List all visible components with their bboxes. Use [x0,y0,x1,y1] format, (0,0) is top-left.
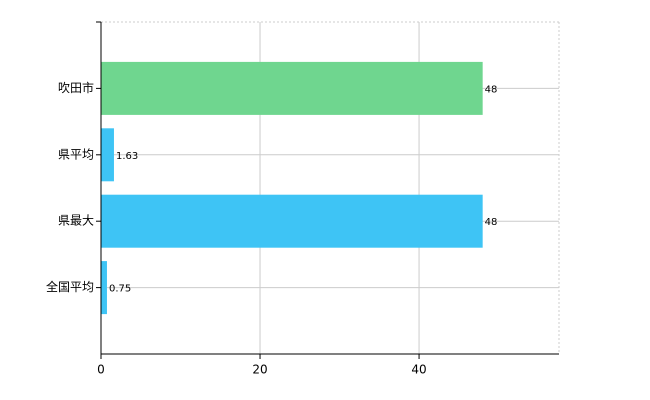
x-tick-label: 40 [411,363,426,377]
x-tick-label: 0 [97,363,105,377]
bar [101,61,483,115]
value-label: 48 [485,217,498,228]
bar [101,128,114,182]
y-tick-label: 県平均 [58,147,94,161]
value-label: 1.63 [116,151,138,162]
x-tick-label: 20 [252,363,267,377]
value-label: 0.75 [109,284,131,295]
bar [101,194,483,248]
y-tick-label: 全国平均 [46,279,94,294]
y-tick-label: 吹田市 [58,80,94,95]
value-label: 48 [485,84,498,95]
bar [101,261,107,315]
y-tick-label: 県最大 [58,214,94,228]
